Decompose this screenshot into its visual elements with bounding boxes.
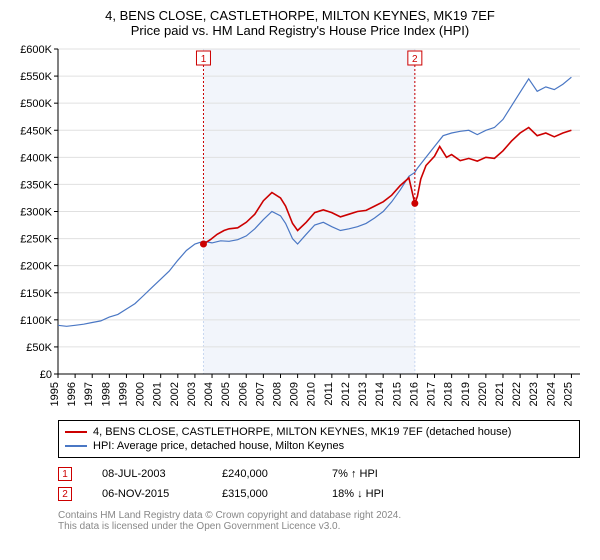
svg-text:2006: 2006 [237, 382, 249, 406]
svg-text:2012: 2012 [340, 382, 352, 406]
legend: 4, BENS CLOSE, CASTLETHORPE, MILTON KEYN… [58, 420, 580, 458]
svg-text:2017: 2017 [426, 382, 438, 406]
sale-price: £240,000 [222, 468, 302, 480]
legend-item: 4, BENS CLOSE, CASTLETHORPE, MILTON KEYN… [65, 425, 573, 439]
svg-text:2019: 2019 [460, 382, 472, 406]
svg-text:1: 1 [201, 54, 207, 65]
svg-text:£600K: £600K [20, 44, 52, 56]
svg-text:£300K: £300K [20, 207, 52, 219]
sale-diff: 7% ↑ HPI [332, 468, 378, 480]
svg-text:2021: 2021 [494, 382, 506, 406]
svg-text:1999: 1999 [117, 382, 129, 406]
svg-text:£200K: £200K [20, 261, 52, 273]
svg-text:2022: 2022 [511, 382, 523, 406]
svg-text:£500K: £500K [20, 98, 52, 110]
svg-text:2024: 2024 [545, 382, 557, 406]
sale-date: 08-JUL-2003 [102, 468, 192, 480]
svg-text:2010: 2010 [306, 382, 318, 406]
svg-text:2: 2 [412, 54, 418, 65]
svg-text:£550K: £550K [20, 71, 52, 83]
svg-text:£0: £0 [40, 369, 52, 381]
svg-text:2020: 2020 [477, 382, 489, 406]
sales-table: 1 08-JUL-2003 £240,000 7% ↑ HPI 2 06-NOV-2015… [58, 464, 580, 504]
svg-text:2005: 2005 [220, 382, 232, 406]
svg-text:£350K: £350K [20, 179, 52, 191]
svg-text:1996: 1996 [66, 382, 78, 406]
svg-text:£50K: £50K [26, 342, 52, 354]
svg-text:2003: 2003 [186, 382, 198, 406]
sale-price: £315,000 [222, 488, 302, 500]
svg-text:2008: 2008 [271, 382, 283, 406]
footnote-line: Contains HM Land Registry data © Crown c… [58, 510, 580, 521]
svg-text:2009: 2009 [289, 382, 301, 406]
sale-marker-icon: 2 [58, 487, 72, 501]
sale-diff: 18% ↓ HPI [332, 488, 384, 500]
legend-label: 4, BENS CLOSE, CASTLETHORPE, MILTON KEYN… [93, 426, 511, 438]
sale-marker-icon: 1 [58, 467, 72, 481]
svg-text:2007: 2007 [254, 382, 266, 406]
svg-text:2011: 2011 [323, 382, 335, 406]
svg-text:2013: 2013 [357, 382, 369, 406]
legend-label: HPI: Average price, detached house, Milt… [93, 440, 344, 452]
svg-text:2016: 2016 [408, 382, 420, 406]
svg-text:£250K: £250K [20, 234, 52, 246]
footnote: Contains HM Land Registry data © Crown c… [58, 510, 580, 532]
svg-text:1995: 1995 [49, 382, 61, 406]
svg-text:2004: 2004 [203, 382, 215, 406]
svg-text:1997: 1997 [83, 382, 95, 406]
svg-text:2023: 2023 [528, 382, 540, 406]
svg-text:2014: 2014 [374, 382, 386, 406]
svg-text:2001: 2001 [152, 382, 164, 406]
legend-item: HPI: Average price, detached house, Milt… [65, 439, 573, 453]
svg-text:2025: 2025 [562, 382, 574, 406]
chart-title: 4, BENS CLOSE, CASTLETHORPE, MILTON KEYN… [10, 8, 590, 23]
sale-date: 06-NOV-2015 [102, 488, 192, 500]
svg-text:£400K: £400K [20, 152, 52, 164]
svg-text:£100K: £100K [20, 315, 52, 327]
svg-text:2018: 2018 [443, 382, 455, 406]
legend-swatch [65, 431, 87, 433]
svg-text:1998: 1998 [100, 382, 112, 406]
price-chart: £0 £50K £100K £150K £200K £250K £300K £350K £400… [10, 44, 590, 414]
sale-row: 1 08-JUL-2003 £240,000 7% ↑ HPI [58, 464, 580, 484]
footnote-line: This data is licensed under the Open Gov… [58, 521, 580, 532]
legend-swatch [65, 445, 87, 447]
svg-text:£450K: £450K [20, 125, 52, 137]
svg-text:2002: 2002 [169, 382, 181, 406]
svg-text:£150K: £150K [20, 288, 52, 300]
svg-text:2000: 2000 [135, 382, 147, 406]
svg-text:2015: 2015 [391, 382, 403, 406]
chart-subtitle: Price paid vs. HM Land Registry's House … [10, 23, 590, 38]
sale-row: 2 06-NOV-2015 £315,000 18% ↓ HPI [58, 484, 580, 504]
